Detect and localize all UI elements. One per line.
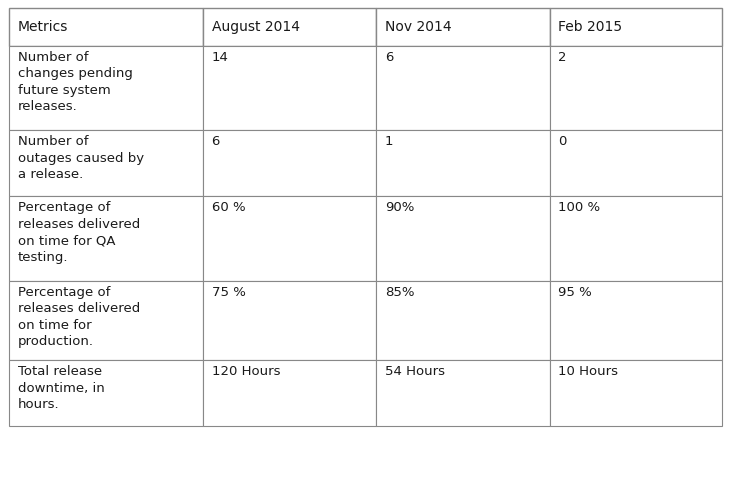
Text: 90%: 90% — [385, 201, 414, 214]
Text: 14: 14 — [211, 51, 229, 64]
Bar — [550, 360, 722, 426]
Bar — [376, 8, 550, 46]
Text: 95 %: 95 % — [558, 286, 592, 299]
Text: 100 %: 100 % — [558, 201, 600, 214]
Text: 54 Hours: 54 Hours — [385, 365, 445, 378]
Bar — [9, 281, 202, 360]
Text: 10 Hours: 10 Hours — [558, 365, 618, 378]
Bar — [202, 196, 376, 281]
Text: Percentage of
releases delivered
on time for QA
testing.: Percentage of releases delivered on time… — [18, 201, 140, 264]
Bar — [9, 8, 202, 46]
Text: Feb 2015: Feb 2015 — [558, 20, 623, 34]
Bar — [376, 360, 550, 426]
Bar — [9, 46, 202, 130]
Bar — [9, 360, 202, 426]
Text: 2: 2 — [558, 51, 567, 64]
Bar — [376, 281, 550, 360]
Text: Number of
outages caused by
a release.: Number of outages caused by a release. — [18, 135, 144, 181]
Text: 0: 0 — [558, 135, 567, 148]
Text: 120 Hours: 120 Hours — [211, 365, 280, 378]
Text: 6: 6 — [385, 51, 393, 64]
Bar — [550, 196, 722, 281]
Bar — [550, 130, 722, 196]
Bar — [550, 281, 722, 360]
Bar — [202, 130, 376, 196]
Bar — [9, 130, 202, 196]
Text: Percentage of
releases delivered
on time for
production.: Percentage of releases delivered on time… — [18, 286, 140, 348]
Bar — [550, 8, 722, 46]
Bar — [202, 360, 376, 426]
Bar — [202, 281, 376, 360]
Text: Nov 2014: Nov 2014 — [385, 20, 452, 34]
Text: 6: 6 — [211, 135, 220, 148]
Bar — [550, 46, 722, 130]
Bar — [202, 46, 376, 130]
Bar — [376, 196, 550, 281]
Bar — [376, 46, 550, 130]
Text: 75 %: 75 % — [211, 286, 246, 299]
Text: 60 %: 60 % — [211, 201, 245, 214]
Bar — [9, 196, 202, 281]
Text: 85%: 85% — [385, 286, 414, 299]
Bar — [376, 130, 550, 196]
Text: 1: 1 — [385, 135, 393, 148]
Text: Metrics: Metrics — [18, 20, 68, 34]
Bar — [202, 8, 376, 46]
Text: August 2014: August 2014 — [211, 20, 300, 34]
Text: Number of
changes pending
future system
releases.: Number of changes pending future system … — [18, 51, 132, 113]
Text: Total release
downtime, in
hours.: Total release downtime, in hours. — [18, 365, 105, 411]
